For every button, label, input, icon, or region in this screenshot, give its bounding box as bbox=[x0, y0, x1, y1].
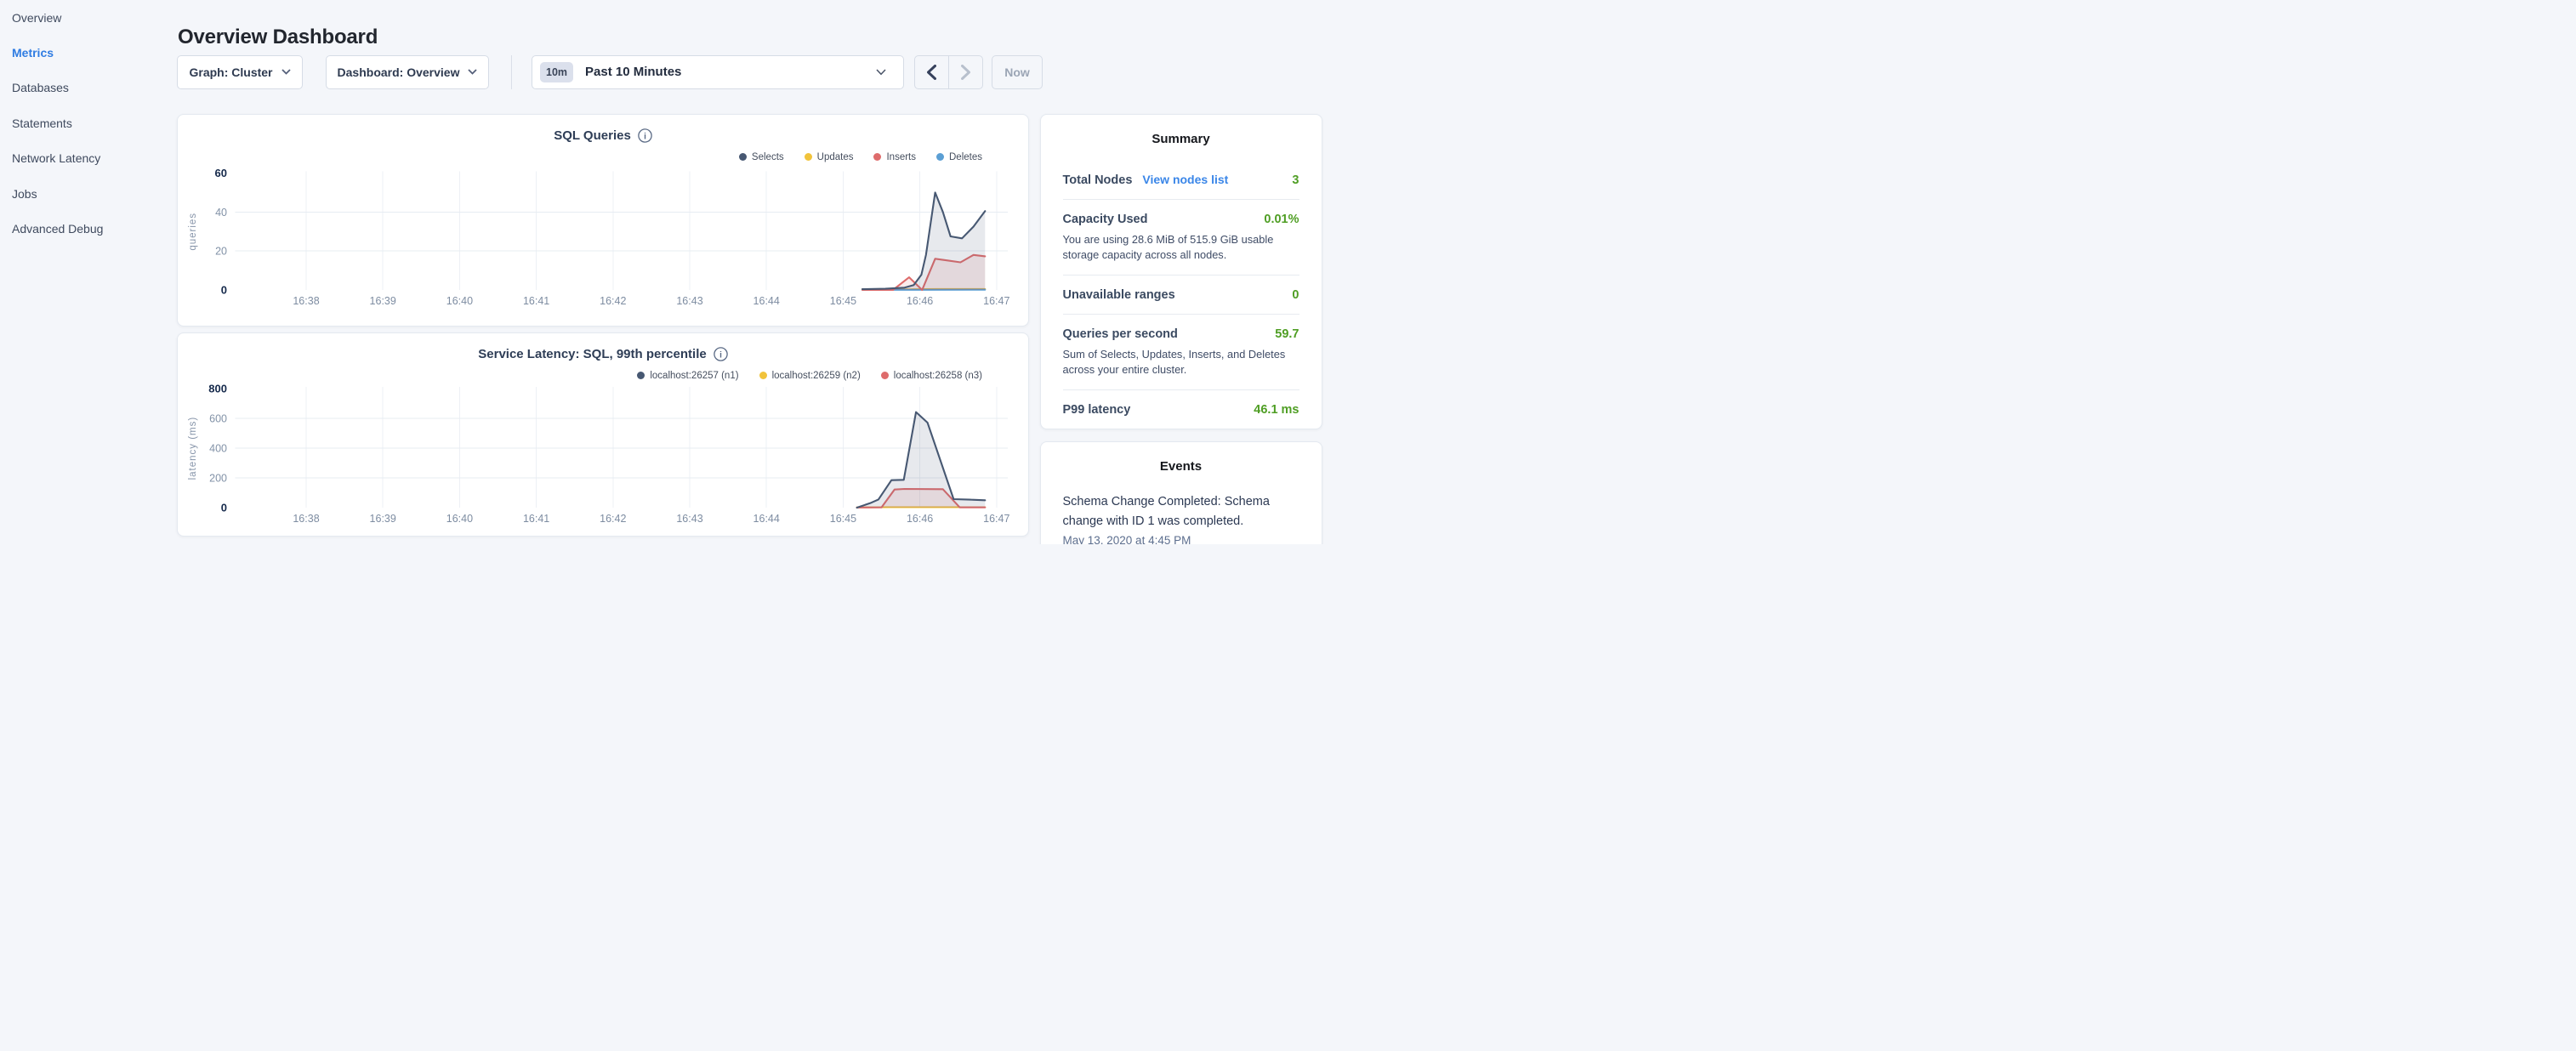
svg-text:16:47: 16:47 bbox=[983, 513, 1009, 525]
event-item-text: Schema Change Completed: Schema change w… bbox=[1063, 492, 1299, 531]
svg-text:20: 20 bbox=[215, 245, 227, 257]
now-button[interactable]: Now bbox=[992, 55, 1043, 90]
summary-row-label: Capacity Used bbox=[1063, 213, 1148, 226]
svg-text:16:39: 16:39 bbox=[370, 295, 396, 307]
svg-text:latency (ms): latency (ms) bbox=[188, 417, 198, 480]
time-window-badge: 10m bbox=[540, 62, 573, 82]
divider bbox=[1063, 389, 1299, 390]
svg-text:16:42: 16:42 bbox=[600, 513, 626, 525]
svg-text:200: 200 bbox=[209, 472, 227, 484]
chevron-left-icon bbox=[927, 65, 936, 80]
sidebar-item-advanced-debug[interactable]: Advanced Debug bbox=[0, 211, 177, 246]
prev-range-button[interactable] bbox=[915, 56, 948, 89]
summary-row-label: Queries per second bbox=[1063, 327, 1178, 341]
sidebar-item-databases[interactable]: Databases bbox=[0, 71, 177, 105]
svg-text:0: 0 bbox=[221, 283, 227, 296]
summary-row-value: 3 bbox=[1292, 173, 1299, 187]
summary-row-unavailable-ranges: Unavailable ranges 0 bbox=[1063, 288, 1299, 302]
events-title: Events bbox=[1041, 442, 1322, 474]
divider bbox=[1063, 275, 1299, 276]
svg-text:400: 400 bbox=[209, 442, 227, 454]
svg-text:16:40: 16:40 bbox=[446, 295, 473, 307]
svg-text:16:41: 16:41 bbox=[523, 295, 549, 307]
divider bbox=[1063, 199, 1299, 200]
summary-row-label: Unavailable ranges bbox=[1063, 288, 1175, 302]
summary-row-total-nodes: Total Nodes View nodes list 3 bbox=[1063, 173, 1299, 187]
svg-text:16:44: 16:44 bbox=[753, 295, 780, 307]
service-latency-plot[interactable]: 0 200 400 600 800 16:38 16:39 16:40 16:41 16:42 16… bbox=[178, 333, 1028, 536]
svg-text:16:42: 16:42 bbox=[600, 295, 626, 307]
sidebar-item-metrics[interactable]: Metrics bbox=[0, 35, 177, 70]
event-item-timestamp: May 13, 2020 at 4:45 PM bbox=[1063, 534, 1299, 545]
events-panel: Events Schema Change Completed: Schema c… bbox=[1040, 441, 1322, 545]
sidebar-item-statements[interactable]: Statements bbox=[0, 105, 177, 140]
summary-row-value: 0 bbox=[1292, 288, 1299, 302]
view-nodes-list-link[interactable]: View nodes list bbox=[1142, 173, 1228, 186]
svg-text:40: 40 bbox=[215, 206, 227, 218]
sidebar-item-overview[interactable]: Overview bbox=[0, 0, 177, 35]
svg-text:16:38: 16:38 bbox=[293, 295, 319, 307]
summary-title: Summary bbox=[1041, 115, 1322, 146]
graph-scope-dropdown-label: Graph: Cluster bbox=[189, 65, 272, 79]
svg-text:16:43: 16:43 bbox=[676, 513, 702, 525]
svg-text:16:46: 16:46 bbox=[907, 513, 933, 525]
graph-scope-dropdown[interactable]: Graph: Cluster bbox=[177, 55, 303, 90]
svg-text:600: 600 bbox=[209, 412, 227, 424]
svg-text:16:45: 16:45 bbox=[830, 513, 856, 525]
service-latency-chart-card: Service Latency: SQL, 99th percentile i … bbox=[177, 332, 1029, 537]
chevron-down-icon bbox=[876, 69, 886, 76]
dashboard-dropdown-label: Dashboard: Overview bbox=[338, 65, 460, 79]
sql-queries-chart-card: SQL Queries i SelectsUpdatesInsertsDelet… bbox=[177, 114, 1029, 327]
next-range-button[interactable] bbox=[948, 56, 982, 89]
db-console-app: OverviewMetricsDatabasesStatementsNetwor… bbox=[0, 0, 1333, 544]
page-title: Overview Dashboard bbox=[178, 26, 378, 49]
summary-row-capacity: Capacity Used 0.01% bbox=[1063, 213, 1299, 226]
svg-text:16:47: 16:47 bbox=[983, 295, 1009, 307]
svg-text:0: 0 bbox=[221, 501, 227, 514]
svg-text:16:43: 16:43 bbox=[676, 295, 702, 307]
svg-text:16:46: 16:46 bbox=[907, 295, 933, 307]
summary-row-description: You are using 28.6 MiB of 515.9 GiB usab… bbox=[1063, 232, 1299, 263]
svg-text:16:45: 16:45 bbox=[830, 295, 856, 307]
time-range-label: Past 10 Minutes bbox=[585, 65, 876, 79]
svg-text:16:41: 16:41 bbox=[523, 513, 549, 525]
chevron-down-icon bbox=[468, 69, 477, 75]
chevron-right-icon bbox=[961, 65, 970, 80]
sidebar-item-network-latency[interactable]: Network Latency bbox=[0, 141, 177, 176]
summary-row-p99-latency: P99 latency 46.1 ms bbox=[1063, 403, 1299, 417]
summary-row-description: Sum of Selects, Updates, Inserts, and De… bbox=[1063, 347, 1299, 378]
sidebar-nav: OverviewMetricsDatabasesStatementsNetwor… bbox=[0, 0, 177, 247]
summary-panel: Summary Total Nodes View nodes list 3 Ca… bbox=[1040, 114, 1322, 429]
summary-row-label: Total Nodes bbox=[1063, 173, 1133, 187]
svg-text:16:40: 16:40 bbox=[446, 513, 473, 525]
summary-row-label: P99 latency bbox=[1063, 403, 1131, 417]
svg-text:16:38: 16:38 bbox=[293, 513, 319, 525]
svg-text:800: 800 bbox=[208, 382, 227, 395]
controls-divider bbox=[511, 55, 512, 90]
summary-row-value: 0.01% bbox=[1264, 213, 1299, 226]
summary-row-qps: Queries per second 59.7 bbox=[1063, 327, 1299, 341]
svg-text:queries: queries bbox=[188, 212, 198, 250]
svg-text:60: 60 bbox=[215, 167, 227, 179]
chevron-down-icon bbox=[281, 69, 291, 75]
time-range-selector[interactable]: 10m Past 10 Minutes bbox=[532, 55, 904, 90]
dashboard-dropdown[interactable]: Dashboard: Overview bbox=[326, 55, 489, 90]
summary-row-value: 59.7 bbox=[1275, 327, 1299, 341]
sidebar-item-jobs[interactable]: Jobs bbox=[0, 176, 177, 211]
divider bbox=[1063, 314, 1299, 315]
summary-row-value: 46.1 ms bbox=[1254, 403, 1299, 417]
svg-text:16:44: 16:44 bbox=[753, 513, 780, 525]
svg-text:16:39: 16:39 bbox=[370, 513, 396, 525]
sql-queries-plot[interactable]: 0 20 40 60 16:38 16:39 16:40 16:41 16:42 16:43 16:… bbox=[178, 115, 1028, 326]
time-range-pager bbox=[914, 55, 983, 90]
